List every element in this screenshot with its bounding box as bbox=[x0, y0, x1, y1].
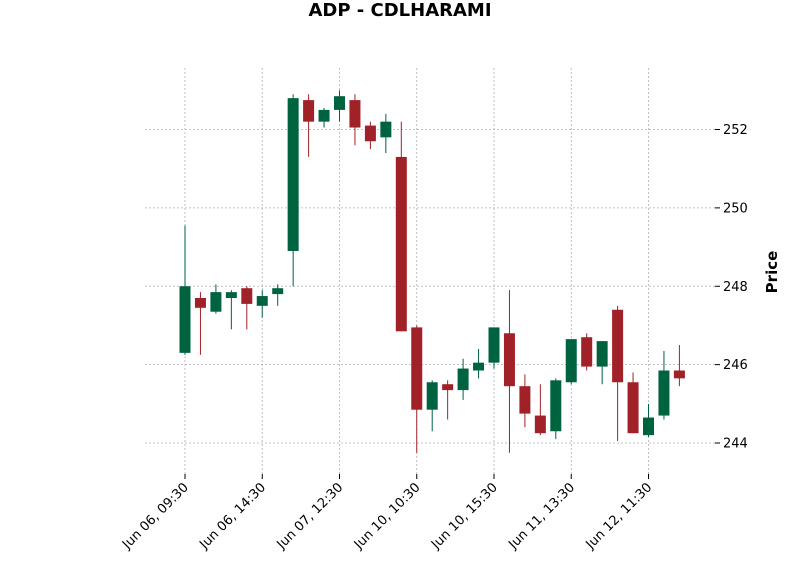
candle-body-up bbox=[658, 370, 670, 416]
candle-body-down bbox=[673, 370, 685, 379]
x-tick-label: Jun 07, 12:30 bbox=[274, 480, 347, 553]
candle-body-down bbox=[194, 298, 206, 308]
candle-body-down bbox=[503, 333, 515, 387]
y-tick-label: 252 bbox=[723, 123, 748, 138]
x-tick-label: Jun 11, 13:30 bbox=[505, 480, 578, 553]
candle-body-down bbox=[395, 156, 407, 332]
candle-body-down bbox=[411, 327, 423, 410]
candle-body-up bbox=[473, 362, 485, 371]
candle-body-up bbox=[179, 286, 191, 353]
candle-layer bbox=[179, 90, 685, 453]
x-tick-label: Jun 06, 09:30 bbox=[119, 480, 192, 553]
candle-body-up bbox=[225, 292, 237, 299]
candle-body-down bbox=[303, 100, 315, 122]
x-tick-label: Jun 06, 14:30 bbox=[196, 480, 269, 553]
candle-body-down bbox=[241, 288, 253, 304]
y-tick-label: 248 bbox=[723, 280, 748, 295]
candle-body-up bbox=[287, 98, 299, 251]
y-tick-label: 250 bbox=[723, 201, 748, 216]
y-tick-label: 246 bbox=[723, 358, 748, 373]
candle-body-up bbox=[596, 341, 608, 367]
candle-body-up bbox=[550, 380, 562, 432]
chart-title: ADP - CDLHARAMI bbox=[308, 0, 492, 21]
grid-layer bbox=[145, 68, 715, 474]
axis-layer: 244 246 248 250 252 Jun 06, 09:30 Jun 06, 14:3… bbox=[119, 123, 781, 553]
candle-body-up bbox=[272, 288, 284, 295]
x-tick-label: Jun 10, 10:30 bbox=[351, 480, 424, 553]
candle-body-down bbox=[612, 309, 624, 383]
y-tick-label: 244 bbox=[723, 437, 748, 452]
candle-body-up bbox=[256, 296, 268, 306]
candle-body-up bbox=[457, 368, 469, 391]
candle-body-up bbox=[318, 109, 330, 122]
candle-body-up bbox=[380, 121, 392, 138]
candle-body-down bbox=[349, 100, 361, 128]
candle-body-down bbox=[442, 384, 454, 391]
y-axis-label: Price bbox=[763, 251, 781, 294]
candle-body-down bbox=[534, 415, 546, 434]
candle-body-up bbox=[426, 382, 438, 410]
candle-body-up bbox=[210, 292, 222, 312]
candle-body-up bbox=[334, 96, 345, 110]
candle-body-down bbox=[627, 382, 639, 434]
candle-body-down bbox=[581, 337, 593, 367]
candle-body-up bbox=[565, 339, 577, 383]
candle-body-up bbox=[488, 327, 500, 363]
x-tick-label: Jun 12, 11:30 bbox=[583, 480, 656, 553]
x-tick-label: Jun 10, 15:30 bbox=[428, 480, 501, 553]
candle-body-up bbox=[643, 417, 654, 436]
candle-body-down bbox=[364, 125, 376, 142]
candle-body-down bbox=[519, 386, 531, 414]
